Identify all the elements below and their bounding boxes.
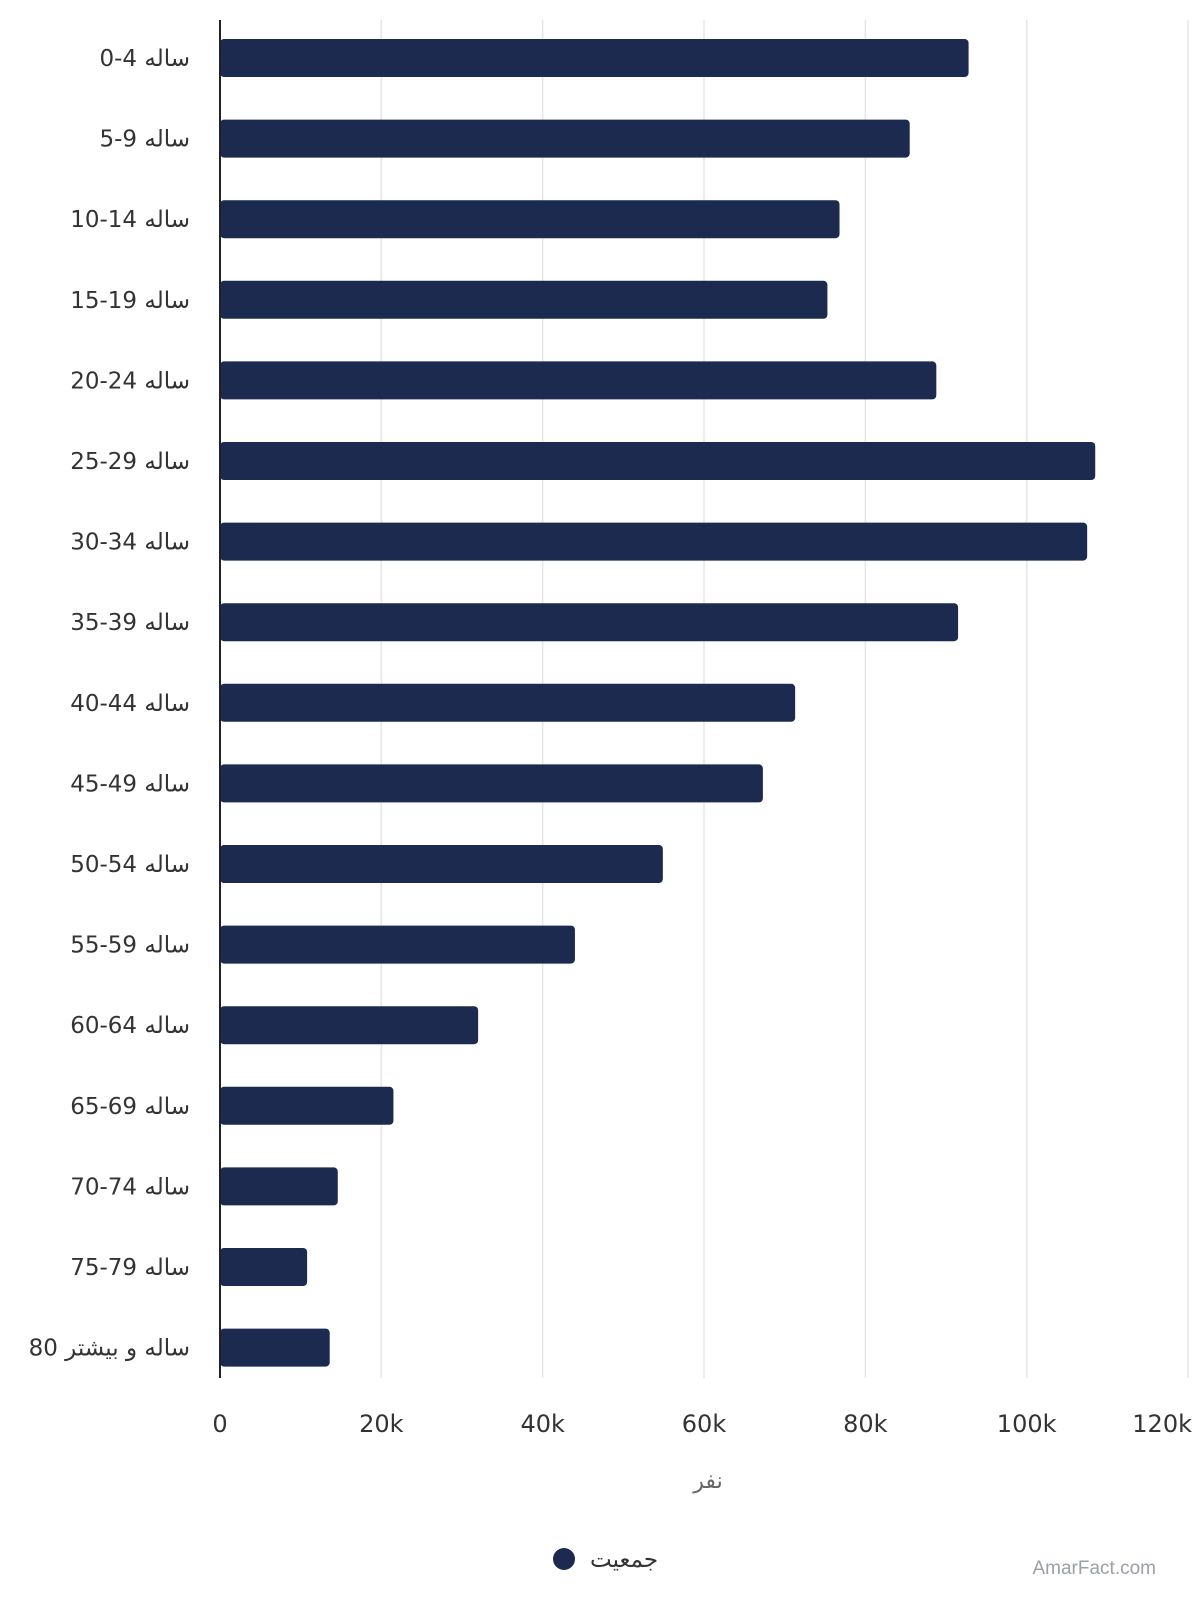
bar-10 (220, 845, 663, 883)
category-label-3: 15-19 ساله (70, 288, 190, 314)
bar-1 (220, 119, 910, 158)
bar-13 (220, 1086, 394, 1125)
bar-6 (220, 522, 1088, 561)
x-axis-title: نفر (692, 1469, 722, 1494)
category-label-9: 45-49 ساله (70, 771, 190, 797)
category-label-0: 0-4 ساله (99, 46, 190, 72)
category-label-14: 70-74 ساله (70, 1174, 190, 1200)
bar-5 (220, 442, 1096, 480)
category-label-4: 20-24 ساله (70, 368, 190, 394)
category-label-6: 30-34 ساله (70, 530, 190, 556)
category-label-13: 65-69 ساله (70, 1094, 190, 1120)
x-tick-label-0: 0 (212, 1410, 227, 1438)
legend-swatch (553, 1548, 575, 1570)
x-tick-label-6: 120k (1132, 1410, 1192, 1438)
x-tick-label-3: 60k (682, 1410, 727, 1438)
bar-9 (220, 764, 763, 803)
bar-14 (220, 1167, 338, 1206)
category-label-10: 50-54 ساله (70, 852, 190, 878)
x-tick-label-1: 20k (359, 1410, 404, 1438)
category-label-15: 75-79 ساله (70, 1255, 190, 1281)
category-label-11: 55-59 ساله (70, 933, 190, 959)
legend-label: جمعیت (590, 1547, 658, 1573)
category-label-5: 25-29 ساله (70, 449, 190, 475)
bar-2 (220, 200, 840, 239)
bar-8 (220, 683, 796, 722)
x-tick-label-4: 80k (843, 1410, 888, 1438)
bar-11 (220, 925, 575, 964)
category-label-8: 40-44 ساله (70, 691, 190, 717)
bar-3 (220, 280, 828, 319)
bar-12 (220, 1006, 479, 1045)
bar-0 (220, 39, 969, 77)
category-label-2: 10-14 ساله (70, 207, 190, 233)
bar-16 (220, 1328, 330, 1367)
bar-4 (220, 361, 937, 400)
bar-15 (220, 1248, 308, 1286)
x-tick-label-5: 100k (997, 1410, 1057, 1438)
category-label-16: 80 ساله و بیشتر (29, 1336, 190, 1362)
watermark: AmarFact.com (1032, 1558, 1156, 1579)
bar-7 (220, 603, 959, 642)
category-label-7: 35-39 ساله (70, 610, 190, 636)
x-tick-label-2: 40k (520, 1410, 565, 1438)
category-label-12: 60-64 ساله (70, 1013, 190, 1039)
category-label-1: 5-9 ساله (99, 127, 190, 153)
